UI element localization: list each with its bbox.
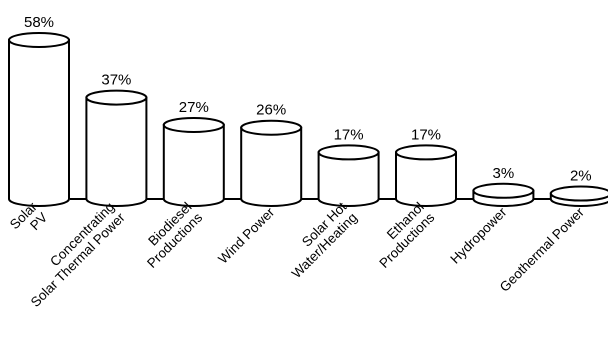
bar-top — [317, 144, 380, 161]
category-label: Hydropower — [447, 204, 509, 266]
bar-top — [8, 32, 70, 48]
bar-body — [395, 151, 457, 207]
value-label: 17% — [334, 126, 364, 143]
bar-top — [472, 182, 535, 199]
bar-top — [240, 119, 303, 136]
category-label: Geothermal Power — [497, 204, 588, 295]
bar-body — [240, 126, 303, 207]
value-label: 2% — [570, 168, 592, 185]
category-label: BiodieselProductions — [134, 199, 206, 271]
bar-top — [162, 116, 225, 133]
value-label: 27% — [179, 99, 209, 116]
bar-7 — [549, 185, 608, 207]
bar-6 — [472, 182, 535, 207]
value-label: 37% — [101, 72, 131, 89]
bar-body — [317, 151, 380, 207]
bars-group — [8, 32, 608, 207]
value-label: 3% — [493, 165, 515, 182]
bar-2 — [162, 116, 225, 207]
value-label: 17% — [411, 126, 441, 143]
bar-top — [549, 185, 608, 202]
bar-body — [85, 96, 148, 207]
bar-top — [85, 89, 148, 106]
bar-top — [395, 144, 457, 161]
bar-4 — [317, 144, 380, 207]
category-label: EthanolProductions — [366, 199, 438, 271]
bar-1 — [85, 89, 148, 207]
value-label: 26% — [256, 102, 286, 119]
category-label: Solar HotWater/Heating — [278, 199, 360, 281]
value-label: 58% — [24, 14, 54, 31]
bar-5 — [395, 144, 457, 207]
category-label: Wind Power — [215, 204, 277, 266]
bar-body — [8, 39, 70, 207]
bar-body — [162, 123, 225, 207]
bar-3 — [240, 119, 303, 207]
bar-0 — [8, 32, 70, 207]
